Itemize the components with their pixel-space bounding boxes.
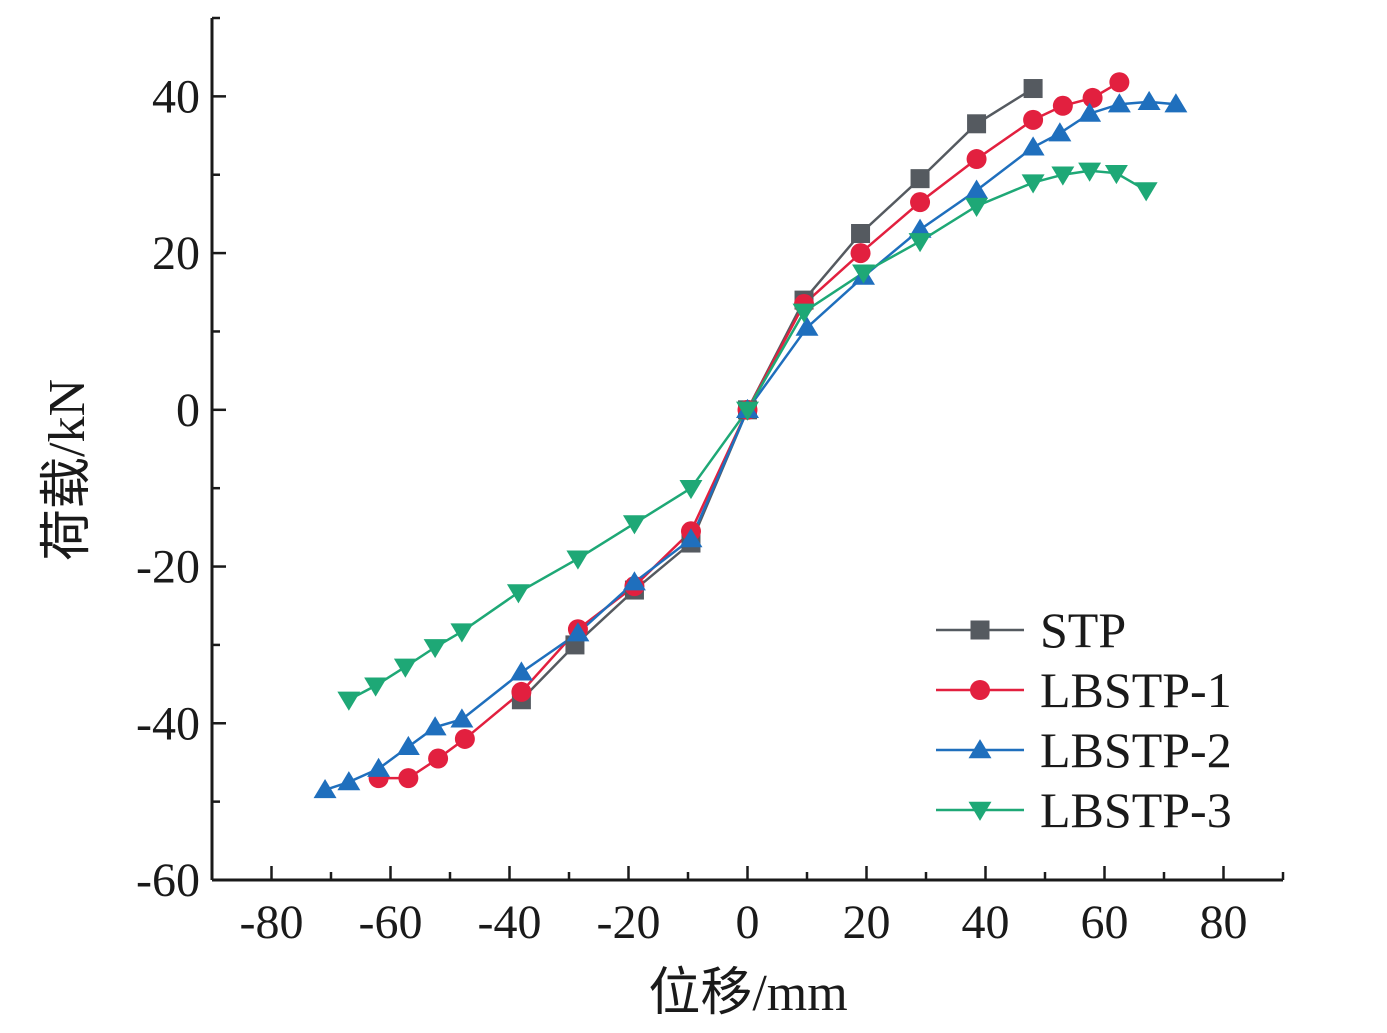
y-tick-label: -20 <box>136 541 200 594</box>
data-point-lbstp-2 <box>1021 136 1045 156</box>
data-point-lbstp-3 <box>506 584 530 604</box>
y-tick-label: 40 <box>152 70 200 123</box>
data-point-lbstp-2 <box>679 528 703 548</box>
legend-marker <box>968 801 992 821</box>
data-point-stp <box>910 169 930 189</box>
legend-label: LBSTP-1 <box>1040 662 1232 718</box>
legend-marker <box>970 620 990 640</box>
data-point-lbstp-3 <box>423 639 447 659</box>
data-point-lbstp-2 <box>622 571 646 591</box>
series-line-lbstp-1 <box>378 81 1121 780</box>
data-point-lbstp-2 <box>1107 93 1131 113</box>
data-point-lbstp-3 <box>622 515 646 535</box>
x-tick-label: -60 <box>359 896 423 949</box>
data-point-lbstp-3 <box>450 623 474 643</box>
data-point-lbstp-1 <box>398 768 419 789</box>
data-point-lbstp-2 <box>795 316 819 336</box>
data-point-lbstp-3 <box>965 197 989 217</box>
data-point-lbstp-3 <box>1021 174 1045 194</box>
data-point-stp <box>967 114 987 134</box>
data-point-lbstp-3 <box>1104 164 1128 185</box>
data-point-lbstp-2 <box>450 708 474 728</box>
data-point-lbstp-2 <box>509 661 533 681</box>
data-point-lbstp-3 <box>908 233 932 253</box>
data-point-lbstp-1 <box>1023 109 1044 130</box>
series-group <box>313 72 1188 799</box>
legend-marker <box>970 680 990 700</box>
data-point-lbstp-2 <box>313 778 337 799</box>
data-point-lbstp-2 <box>1078 102 1102 122</box>
data-point-lbstp-2 <box>423 716 447 736</box>
data-point-lbstp-1 <box>910 192 931 213</box>
data-point-lbstp-3 <box>852 264 875 284</box>
data-point-lbstp-2 <box>965 179 989 199</box>
data-point-lbstp-1 <box>428 748 449 769</box>
legend-marker <box>968 739 992 759</box>
x-tick-label: 60 <box>1081 896 1129 949</box>
data-point-lbstp-3 <box>1134 182 1158 202</box>
series-line-lbstp-3 <box>348 169 1147 701</box>
x-tick-label: 80 <box>1200 896 1248 949</box>
legend-label: STP <box>1040 602 1126 658</box>
legend-label: LBSTP-2 <box>1040 722 1232 778</box>
y-tick-label: 0 <box>176 384 200 437</box>
data-point-lbstp-1 <box>850 243 871 264</box>
data-point-lbstp-1 <box>1109 72 1130 93</box>
data-point-lbstp-3 <box>337 691 361 711</box>
data-point-lbstp-1 <box>1082 87 1103 108</box>
data-point-lbstp-2 <box>1164 93 1188 113</box>
data-point-lbstp-3 <box>736 401 759 421</box>
legend-label: LBSTP-3 <box>1040 782 1232 838</box>
y-tick-label: -40 <box>136 697 200 750</box>
x-axis-label: 位移/mm <box>648 965 847 1022</box>
data-point-lbstp-1 <box>511 681 532 702</box>
data-point-lbstp-1 <box>454 728 475 749</box>
data-point-stp <box>851 224 871 243</box>
data-point-lbstp-3 <box>393 658 417 678</box>
data-point-lbstp-3 <box>1051 166 1075 186</box>
data-point-lbstp-3 <box>364 677 388 697</box>
data-point-lbstp-2 <box>1048 122 1072 142</box>
x-tick-label: -40 <box>478 896 542 949</box>
data-point-lbstp-3 <box>1078 162 1102 182</box>
x-tick-label: -80 <box>240 896 304 949</box>
data-point-lbstp-2 <box>396 735 420 755</box>
y-tick-label: -60 <box>136 854 200 907</box>
series-line-stp <box>520 87 1034 701</box>
x-tick-label: 40 <box>962 896 1010 949</box>
data-point-lbstp-1 <box>966 149 987 170</box>
data-point-lbstp-3 <box>679 479 703 500</box>
data-point-lbstp-2 <box>337 771 361 791</box>
x-tick-label: -20 <box>597 896 661 949</box>
x-tick-label: 0 <box>736 896 760 949</box>
data-point-lbstp-3 <box>566 550 590 570</box>
data-point-lbstp-2 <box>367 757 391 777</box>
x-tick-label: 20 <box>843 896 891 949</box>
data-point-stp <box>1023 79 1043 99</box>
y-axis-label: 荷载/kN <box>39 379 96 561</box>
data-point-lbstp-2 <box>1137 90 1161 111</box>
data-point-lbstp-3 <box>792 303 816 323</box>
data-point-lbstp-2 <box>908 218 932 238</box>
ticks: -80 -60 -40 -20 0 20 40 60 80 -60 -40 -20 0 20 40 <box>136 16 1285 949</box>
data-point-lbstp-2 <box>566 622 590 642</box>
data-point-lbstp-1 <box>1052 95 1073 116</box>
y-tick-label: 20 <box>152 227 200 280</box>
